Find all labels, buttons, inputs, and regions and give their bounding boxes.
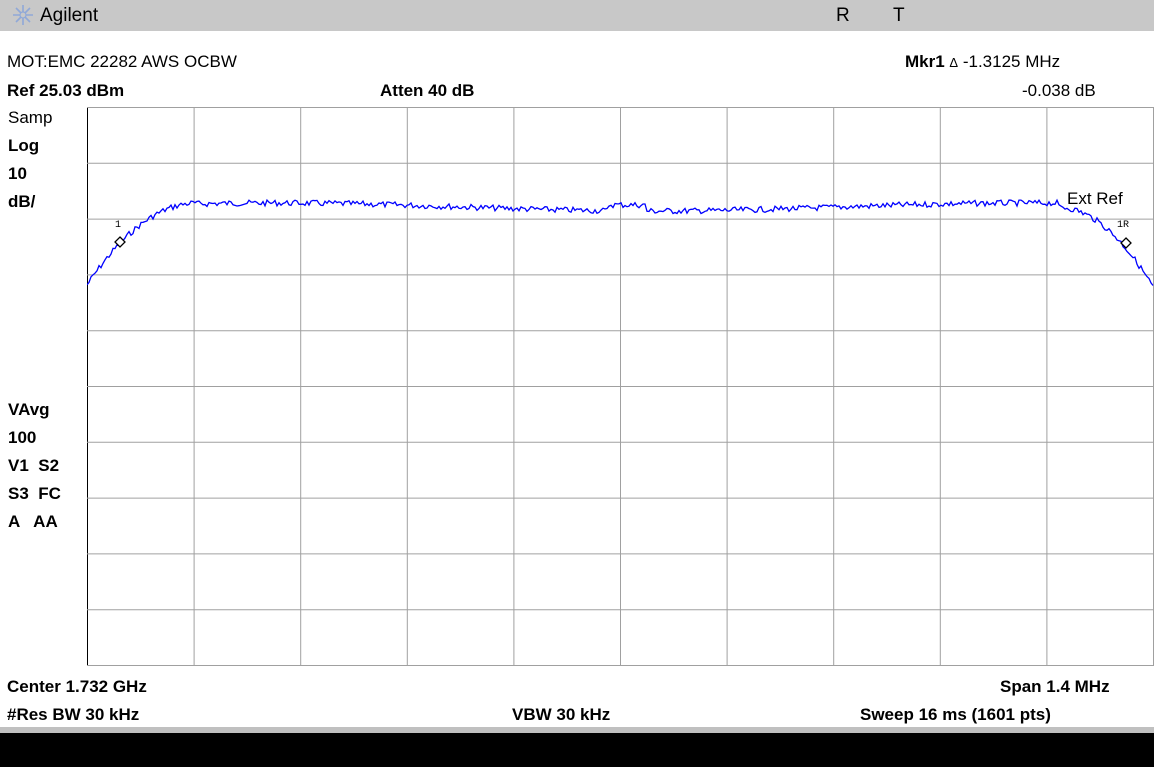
status-remote: R: [836, 5, 850, 26]
graticule: [87, 107, 1154, 666]
delta-symbol: Δ: [949, 55, 959, 70]
marker-1-diamond: [114, 236, 126, 248]
screen-title: MOT:EMC 22282 AWS OCBW: [7, 52, 237, 71]
ext-ref-indicator: Ext Ref: [1067, 189, 1123, 208]
marker-1r-label: 1R: [1117, 220, 1129, 231]
sweep-time: Sweep 16 ms (1601 pts): [860, 705, 1051, 724]
marker-readout: Mkr1 Δ -1.3125 MHz: [905, 52, 1060, 73]
scale-type: Log: [8, 136, 40, 155]
marker-1r: 1R: [1117, 220, 1132, 249]
average-count: 100: [8, 428, 37, 447]
spectrum-display: 1 1R Ext Ref: [87, 107, 1154, 666]
spectrum-trace: [87, 198, 1154, 286]
reference-level: Ref 25.03 dBm: [7, 81, 125, 100]
center-frequency: Center 1.732 GHz: [7, 677, 147, 696]
agilent-spark-icon: [13, 5, 33, 25]
trace-status-row2: S3 FC: [8, 484, 61, 503]
softkey-frame: [0, 727, 1154, 733]
message-bar: [0, 733, 1154, 767]
marker-level: -0.038 dB: [1022, 81, 1096, 100]
title-bar: Agilent R T: [0, 0, 1154, 31]
scale-value: 10: [8, 164, 27, 183]
marker-label: Mkr1: [905, 52, 945, 71]
video-bandwidth: VBW 30 kHz: [512, 705, 611, 724]
marker-1-label: 1: [115, 220, 121, 231]
detector-mode: Samp: [8, 108, 53, 127]
average-label: VAvg: [8, 400, 50, 419]
marker-frequency: -1.3125 MHz: [962, 52, 1061, 71]
trace-status-row1: V1 S2: [8, 456, 60, 475]
resolution-bandwidth: #Res BW 30 kHz: [7, 705, 140, 724]
status-trigger: T: [893, 5, 905, 26]
attenuation: Atten 40 dB: [380, 81, 475, 100]
trace-status-row3: A AA: [8, 512, 58, 531]
brand-name: Agilent: [40, 5, 99, 26]
frequency-span: Span 1.4 MHz: [1000, 677, 1110, 696]
marker-1r-diamond: [1120, 237, 1132, 249]
marker-1: 1: [114, 220, 126, 248]
scale-unit: dB/: [8, 192, 36, 211]
